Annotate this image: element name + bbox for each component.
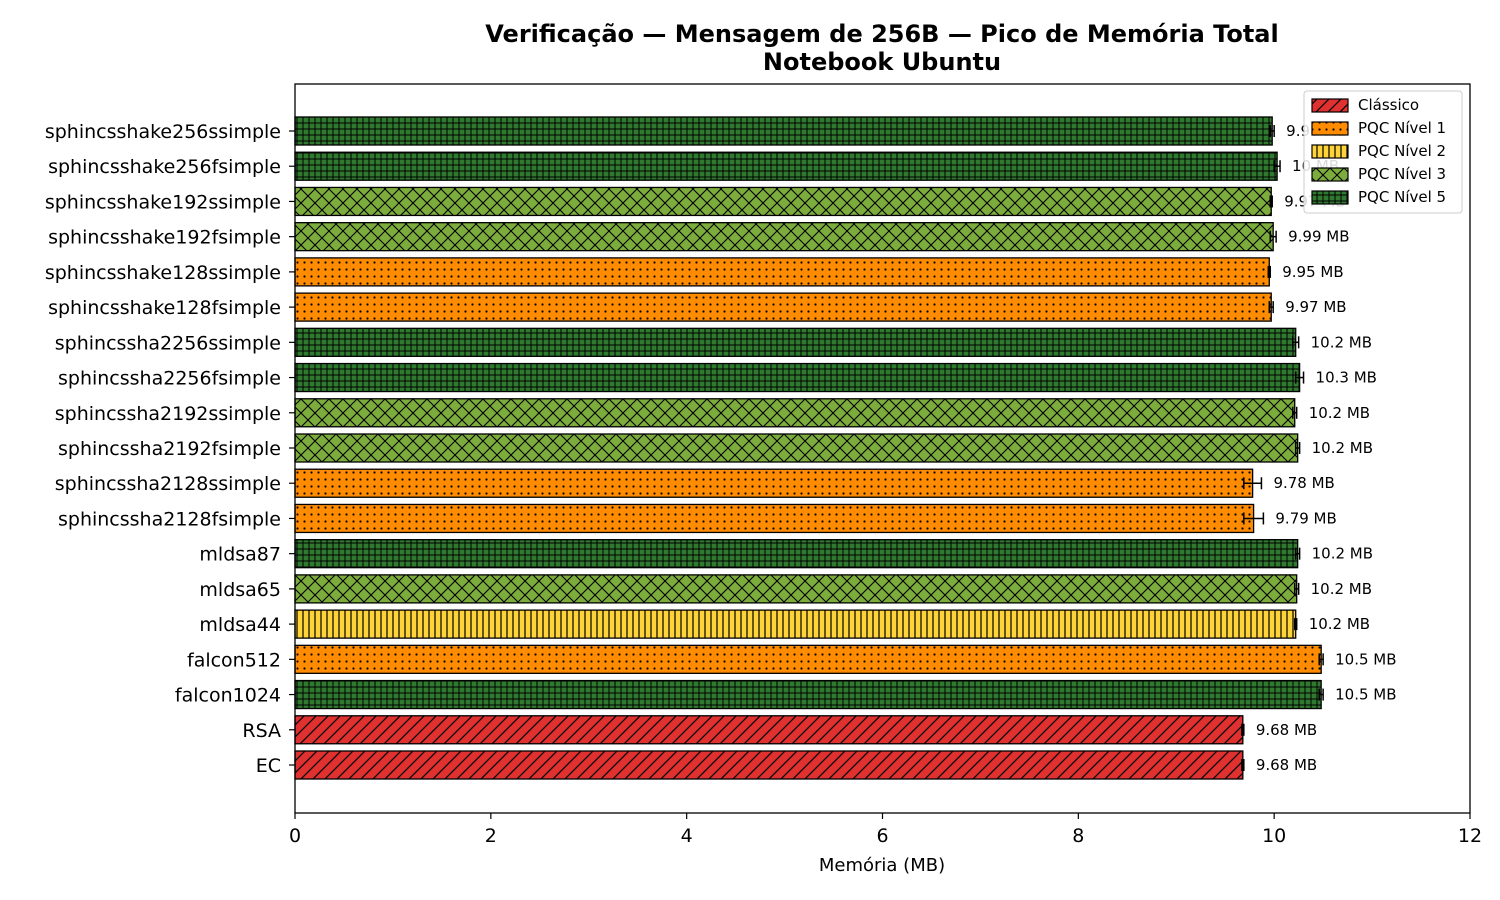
data-label-sphincssha2192ssimple: 10.2 MB [1309,404,1370,422]
data-label-sphincssha2128fsimple: 9.79 MB [1275,509,1336,527]
x-tick-label-4: 4 [681,825,693,847]
y-tick-label-sphincssha2192fsimple: sphincssha2192fsimple [58,438,281,460]
x-tick-label-2: 2 [485,825,497,847]
y-tick-label-EC: EC [256,755,281,777]
error-bar-mldsa65 [1293,582,1300,595]
data-label-sphincssha2256ssimple: 10.2 MB [1311,333,1372,351]
y-tick-label-sphincssha2192ssimple: sphincssha2192ssimple [55,403,281,425]
y-tick-label-mldsa87: mldsa87 [199,544,281,566]
bar-sphincsshake128ssimple [294,257,1270,287]
bar-sphincssha2128ssimple [294,468,1254,498]
legend-swatch-0 [1311,98,1349,113]
x-tick-label-6: 6 [876,825,888,847]
x-tick-label-8: 8 [1072,825,1084,847]
bar-sphincsshake128fsimple [294,292,1272,322]
y-tick-label-mldsa65: mldsa65 [199,579,281,601]
error-bar-sphincsshake128ssimple [1267,265,1271,278]
bar-RSA [294,715,1244,745]
legend-swatch-2 [1311,144,1349,159]
y-tick-label-sphincssha2256fsimple: sphincssha2256fsimple [58,368,281,390]
bar-sphincsshake256fsimple [294,151,1278,181]
error-bar-falcon1024 [1318,688,1324,701]
bar-falcon1024 [294,679,1322,710]
data-label-mldsa65: 10.2 MB [1311,580,1372,598]
x-tick-label-0: 0 [289,825,301,847]
error-bar-RSA [1241,723,1245,736]
legend-entry-0: Clássico [1358,96,1419,114]
legend-swatch-3 [1311,167,1349,182]
x-tick-label-12: 12 [1458,825,1482,847]
bar-falcon512 [294,644,1322,674]
error-bar-EC [1241,759,1245,771]
y-tick-label-sphincsshake128ssimple: sphincsshake128ssimple [45,262,281,284]
y-tick-label-falcon1024: falcon1024 [175,685,281,707]
data-label-mldsa44: 10.2 MB [1309,615,1370,633]
data-label-sphincssha2256fsimple: 10.3 MB [1316,369,1377,387]
plot-frame [294,83,1471,814]
data-label-sphincsshake128ssimple: 9.95 MB [1282,263,1343,281]
y-tick-label-sphincsshake192ssimple: sphincsshake192ssimple [45,191,281,213]
data-label-falcon1024: 10.5 MB [1335,686,1396,704]
data-label-EC: 9.68 MB [1256,756,1317,774]
y-tick-label-sphincsshake256ssimple: sphincsshake256ssimple [45,121,281,143]
legend-entry-4: PQC Nível 5 [1358,188,1446,206]
y-tick-label-falcon512: falcon512 [187,649,281,671]
bar-sphincsshake256ssimple [294,116,1273,146]
data-label-sphincssha2192fsimple: 10.2 MB [1312,439,1373,457]
y-tick-label-RSA: RSA [242,720,281,742]
error-bar-sphincsshake256ssimple [1269,125,1275,137]
data-label-sphincsshake128fsimple: 9.97 MB [1285,298,1346,316]
bar-mldsa65 [294,574,1298,604]
legend-entry-3: PQC Nível 3 [1358,165,1446,183]
y-tick-label-sphincsshake128fsimple: sphincsshake128fsimple [48,297,281,319]
data-label-RSA: 9.68 MB [1256,721,1317,739]
legend-swatch-4 [1311,190,1349,205]
error-bar-sphincsshake192ssimple [1269,195,1273,208]
bar-sphincsshake192ssimple [294,186,1272,217]
error-bar-mldsa87 [1294,547,1301,560]
error-bar-sphincssha2128ssimple [1243,477,1263,490]
error-bar-sphincssha2256fsimple [1294,371,1305,384]
y-tick-label-sphincssha2256ssimple: sphincssha2256ssimple [55,332,281,354]
error-bar-sphincssha2128fsimple [1243,512,1265,525]
bar-mldsa87 [294,539,1299,569]
x-axis-label: Memória (MB) [819,855,945,876]
chart-title: Verificação — Mensagem de 256B — Pico de… [485,20,1278,48]
data-label-sphincssha2128ssimple: 9.78 MB [1273,474,1334,492]
bar-sphincssha2256ssimple [294,327,1297,357]
data-label-falcon512: 10.5 MB [1335,650,1396,668]
error-bar-mldsa44 [1293,618,1298,631]
y-axis-ticks: sphincsshake256ssimple sphincsshake256fsi… [45,121,295,777]
x-tick-label-10: 10 [1262,825,1286,847]
x-axis-ticks: 0 2 4 6 8 10 12 [289,813,1482,847]
error-bar-sphincsshake192fsimple [1269,230,1277,243]
chart-subtitle: Notebook Ubuntu [763,48,1001,76]
bar-sphincssha2256fsimple [294,362,1301,393]
bar-sphincssha2192ssimple [294,398,1296,428]
y-tick-label-sphincsshake192fsimple: sphincsshake192fsimple [48,227,281,249]
error-bar-sphincssha2192fsimple [1294,442,1301,454]
error-bar-sphincsshake256fsimple [1273,160,1281,173]
legend-entry-2: PQC Nível 2 [1358,142,1446,160]
y-tick-label-sphincsshake256fsimple: sphincsshake256fsimple [48,156,281,178]
y-tick-label-mldsa44: mldsa44 [199,614,281,636]
bar-sphincssha2128fsimple [294,503,1255,534]
bar-sphincsshake192fsimple [294,222,1274,252]
y-tick-label-sphincssha2128fsimple: sphincssha2128fsimple [58,508,281,530]
legend-entry-1: PQC Nível 1 [1358,119,1446,137]
bar-mldsa44 [294,609,1297,639]
data-label-sphincsshake192fsimple: 9.99 MB [1288,228,1349,246]
error-bar-sphincssha2192ssimple [1292,406,1298,419]
error-bar-sphincssha2256ssimple [1292,336,1300,349]
error-bar-falcon512 [1318,653,1324,666]
data-label-mldsa87: 10.2 MB [1312,545,1373,563]
legend-swatch-1 [1311,121,1349,136]
bar-EC [294,750,1244,780]
bar-sphincssha2192fsimple [294,433,1299,463]
legend: Clássico PQC Nível 1 PQC Nível 2 PQC Nível … [1303,90,1463,214]
error-bar-sphincsshake128fsimple [1268,301,1274,314]
y-tick-label-sphincssha2128ssimple: sphincssha2128ssimple [55,473,281,495]
